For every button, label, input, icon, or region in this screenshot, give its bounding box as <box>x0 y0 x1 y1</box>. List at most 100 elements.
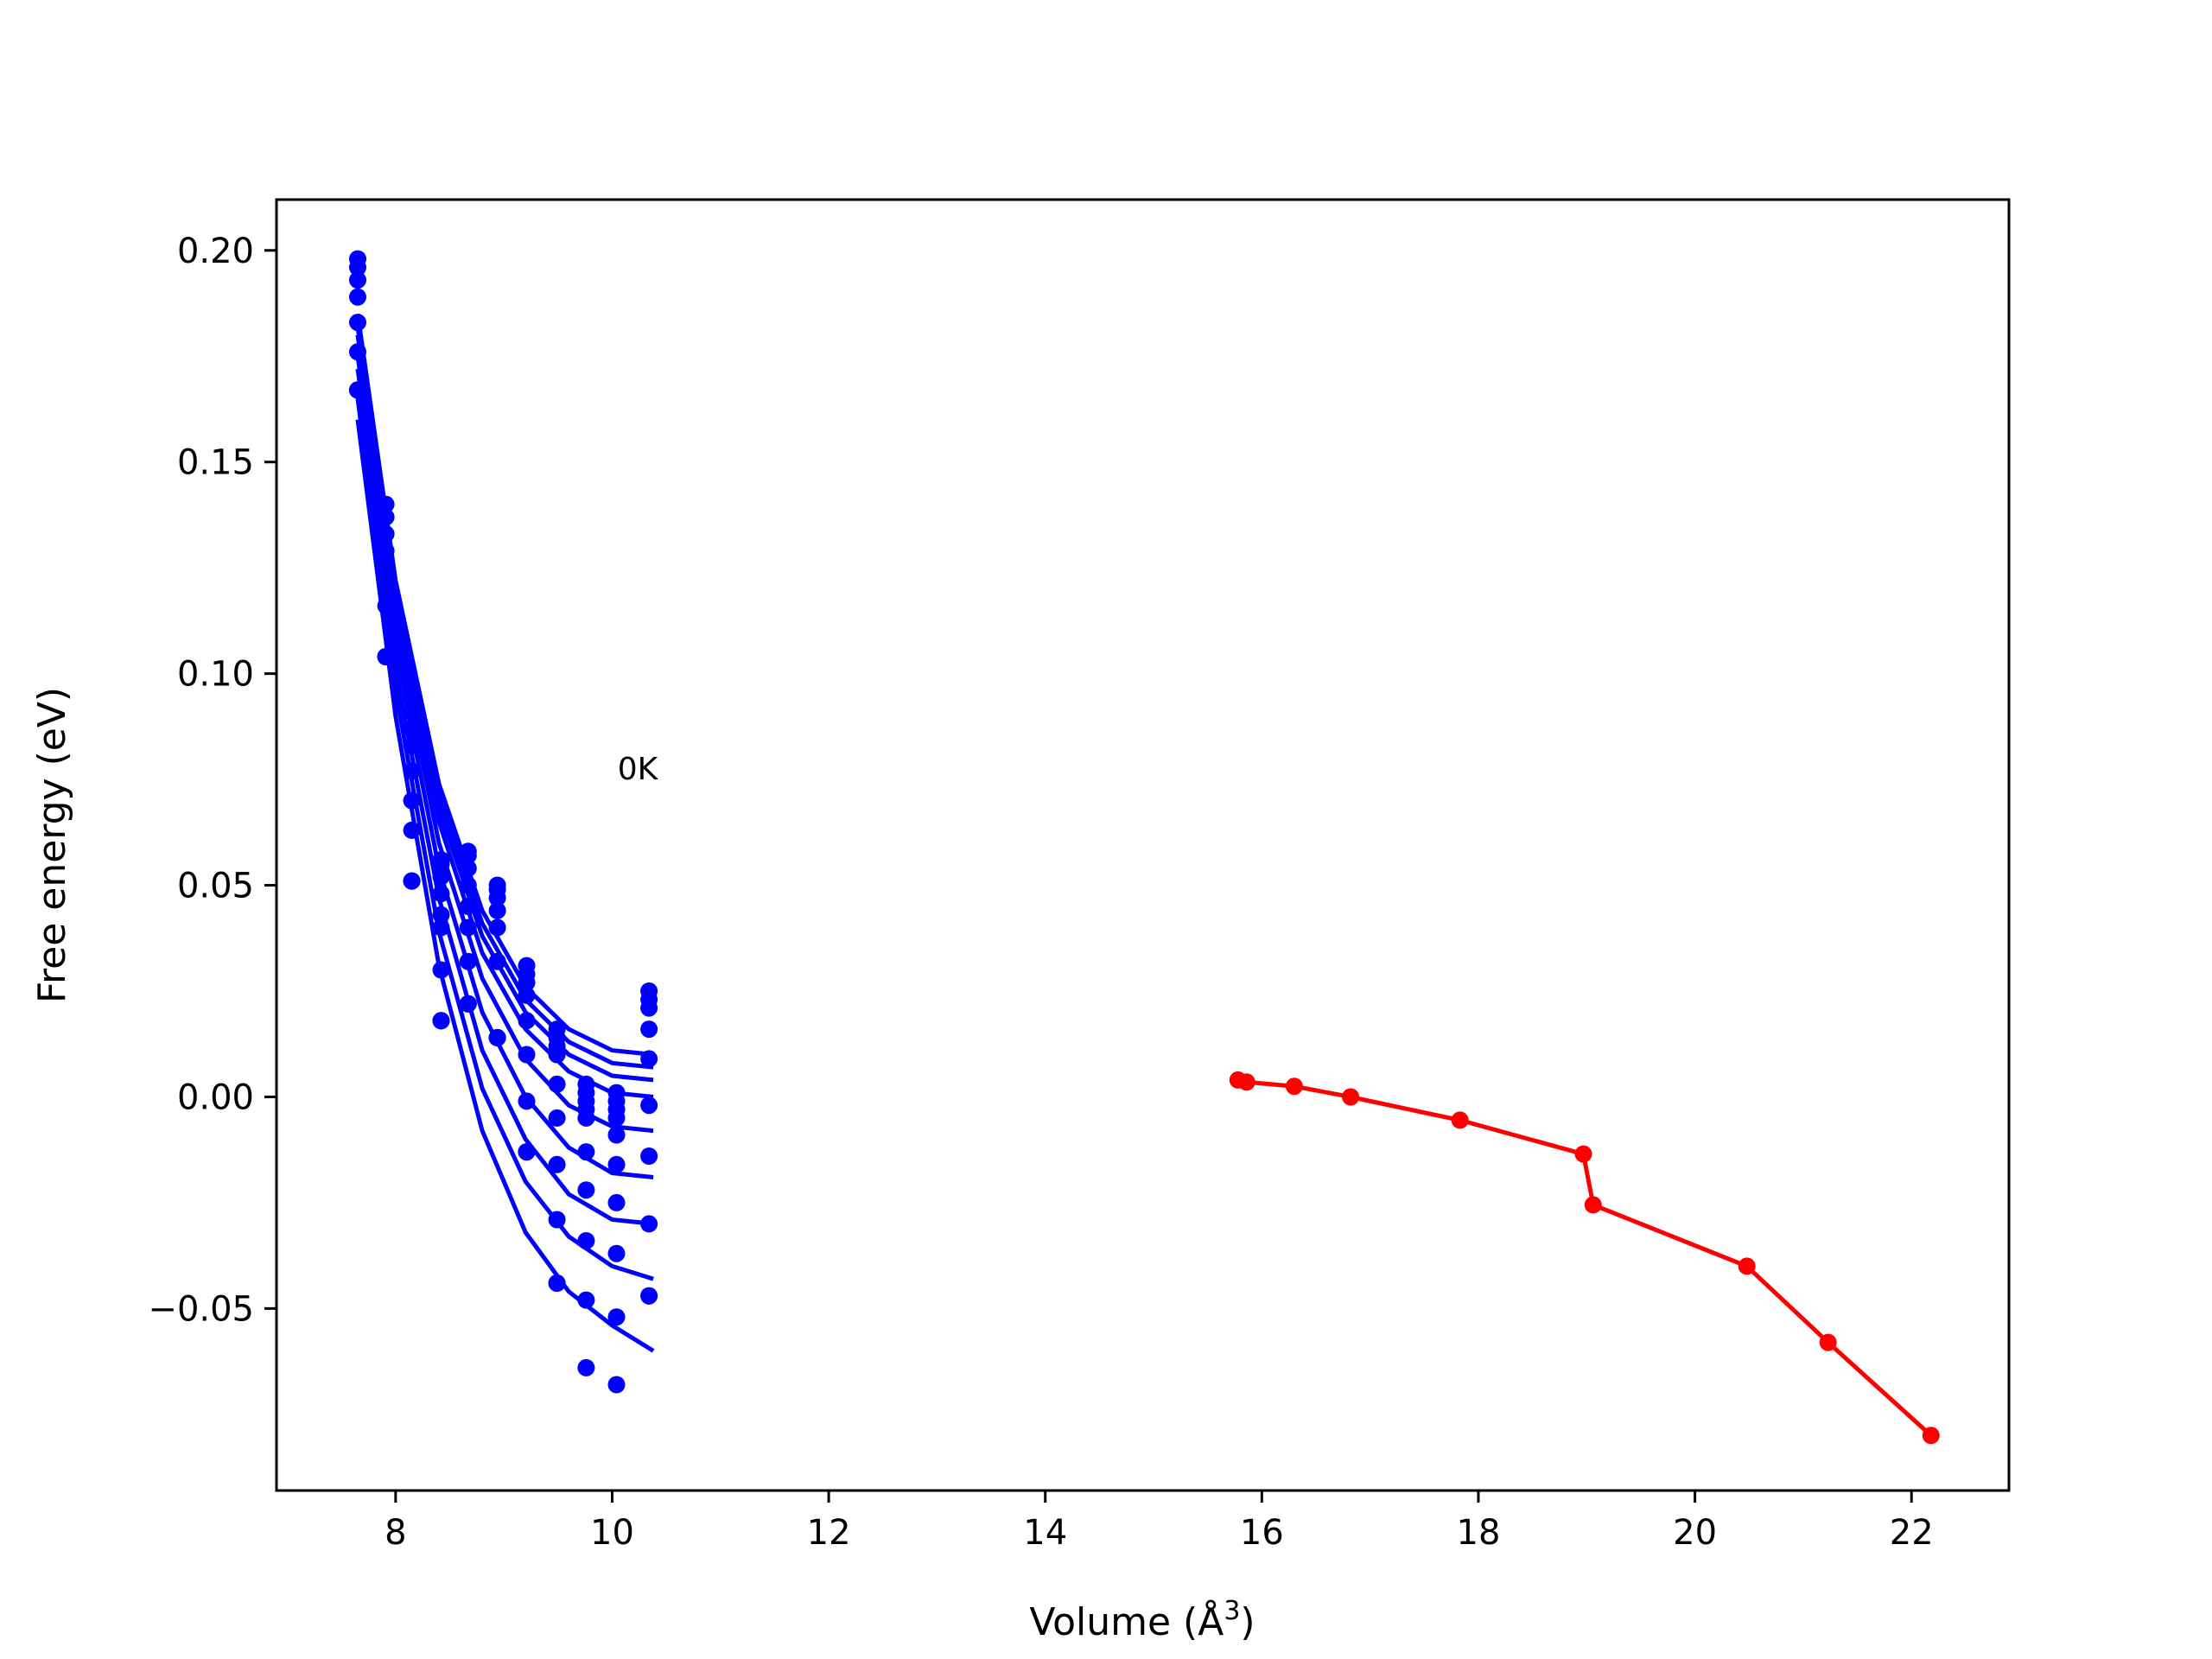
scatter-point <box>488 889 506 907</box>
scatter-point <box>577 1358 595 1376</box>
scatter-point <box>607 1109 626 1127</box>
scatter-point <box>548 1155 566 1173</box>
scatter-point <box>349 271 366 289</box>
plot-frame <box>275 198 2011 1492</box>
scatter-point <box>607 1126 626 1144</box>
scatter-point <box>518 1046 536 1064</box>
scatter-point <box>377 542 395 560</box>
scatter-point <box>640 1147 658 1165</box>
annotation-0k: 0K <box>618 752 659 787</box>
y-tick-label: 0.10 <box>177 655 254 695</box>
scatter-point <box>518 1143 536 1161</box>
scatter-point <box>577 1232 595 1249</box>
scatter-point <box>640 1287 658 1305</box>
scatter-point <box>377 508 395 526</box>
scatter-point <box>403 872 421 890</box>
y-tick-label: 0.20 <box>177 232 254 271</box>
y-axis-label: Free energy (eV) <box>30 687 74 1003</box>
y-axis-ticks: −0.05 0.00 0.05 0.10 0.15 0.20 <box>148 232 276 1329</box>
scatter-point <box>607 1193 626 1211</box>
fit-curve-5 <box>355 368 654 1179</box>
scatter-point <box>607 1155 626 1173</box>
x-tick-label: 18 <box>1457 1513 1501 1553</box>
red-series-line <box>1237 1077 1933 1438</box>
fit-curve-0 <box>355 313 654 1057</box>
scatter-point <box>459 876 477 894</box>
y-tick-label: 0.15 <box>177 443 254 483</box>
red-series-point <box>1451 1111 1469 1129</box>
scatter-point <box>518 1092 536 1110</box>
scatter-point <box>403 791 421 810</box>
fit-curve-7 <box>355 397 654 1281</box>
scatter-point <box>548 1109 566 1127</box>
x-tick-label: 10 <box>590 1513 634 1553</box>
scatter-point <box>577 1109 595 1127</box>
scatter-point <box>607 1376 626 1394</box>
scatter-point <box>640 1050 658 1068</box>
red-series-point <box>1342 1088 1360 1106</box>
x-axis-ticks: 8 10 12 14 16 18 20 22 <box>385 1491 1934 1553</box>
scatter-point <box>377 525 395 543</box>
scatter-point <box>640 1020 658 1039</box>
scatter-point <box>488 952 506 970</box>
scatter-point <box>432 868 450 886</box>
x-tick-label: 12 <box>807 1513 851 1553</box>
red-series <box>1229 1071 1940 1445</box>
scatter-point <box>403 736 421 754</box>
y-tick-label: −0.05 <box>148 1289 254 1329</box>
scatter-point <box>403 720 421 738</box>
scatter-point <box>488 918 506 937</box>
scatter-point <box>349 258 366 276</box>
red-series-point <box>1819 1333 1837 1351</box>
scatter-point <box>548 1211 566 1229</box>
x-tick-label: 20 <box>1673 1513 1717 1553</box>
scatter-point <box>349 314 366 332</box>
scatter-point <box>488 1028 506 1046</box>
red-series-point <box>1584 1196 1602 1214</box>
scatter-point <box>518 1012 536 1030</box>
scatter-point <box>488 901 506 919</box>
scatter-point <box>403 821 421 839</box>
scatter-point <box>432 855 450 873</box>
red-series-point <box>1574 1145 1592 1163</box>
scatter-point <box>607 1244 626 1262</box>
y-tick-label: 0.00 <box>177 1077 254 1117</box>
scatter-point <box>518 986 536 1004</box>
scatter-point <box>432 961 450 979</box>
red-series-point <box>1237 1073 1255 1091</box>
scatter-point <box>548 1075 566 1093</box>
x-tick-label: 14 <box>1023 1513 1067 1553</box>
scatter-point <box>432 1012 450 1030</box>
fit-curve-3 <box>355 343 654 1099</box>
scatter-point <box>403 702 421 721</box>
scatter-point <box>377 568 395 585</box>
scatter-point <box>577 1143 595 1161</box>
scatter-point <box>349 288 366 306</box>
scatter-point <box>640 1215 658 1233</box>
scatter-point <box>403 762 421 780</box>
scatter-point <box>377 648 395 665</box>
fit-curve-4 <box>355 355 654 1134</box>
scatter-point <box>577 1181 595 1199</box>
red-series-point <box>1922 1427 1940 1445</box>
scatter-point <box>403 690 421 708</box>
x-axis-label: Volume (Å3) <box>1029 1596 1255 1644</box>
scatter-point <box>518 974 536 992</box>
scatter-point <box>432 918 450 937</box>
red-series-point <box>1285 1077 1303 1096</box>
scatter-point <box>459 898 477 915</box>
fit-curve-6 <box>355 385 654 1226</box>
scatter-point <box>607 1308 626 1326</box>
x-tick-label: 16 <box>1240 1513 1284 1553</box>
scatter-point <box>640 999 658 1017</box>
scatter-point <box>548 1274 566 1292</box>
scatter-point <box>459 918 477 937</box>
scatter-point <box>432 885 450 903</box>
scatter-point <box>459 859 477 877</box>
scatter-points <box>349 250 658 1394</box>
scatter-point <box>459 952 477 970</box>
fit-curves <box>355 313 655 1353</box>
scatter-point <box>349 343 366 361</box>
scatter-point <box>459 995 477 1013</box>
